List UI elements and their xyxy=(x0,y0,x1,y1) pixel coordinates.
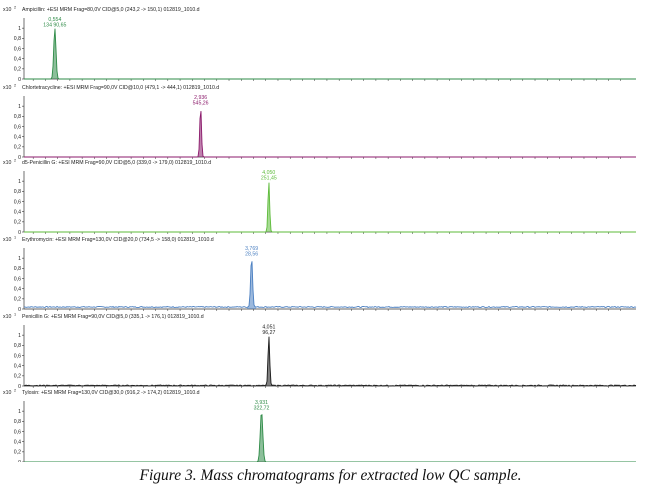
y-tick-label: 1 xyxy=(18,333,21,339)
y-tick-label: 0,2 xyxy=(14,220,21,226)
y-tick-label: 0,6 xyxy=(14,276,21,282)
chromatogram-trace xyxy=(23,261,637,308)
y-tick-label: 0,8 xyxy=(14,419,21,425)
y-scale-exponent: 2 xyxy=(14,389,16,393)
peak-rt-label: 4,050 xyxy=(262,170,275,176)
y-scale-exponent: 2 xyxy=(14,159,16,163)
peak-area-label: 545,26 xyxy=(193,101,209,107)
y-tick-label: 0 xyxy=(18,77,21,83)
panel-title: Ampicillin: +ESI MRM Frag=80,0V CID@5,0 … xyxy=(22,7,200,13)
peak-area xyxy=(196,111,205,157)
panel-title: d5-Penicillin G: +ESI MRM Frag=90,0V CID… xyxy=(22,160,211,166)
chromatogram-figure: x10 2 Ampicillin: +ESI MRM Frag=80,0V CID@… xyxy=(3,6,637,462)
chromatogram-trace xyxy=(24,28,636,80)
chromatogram-trace xyxy=(24,414,636,462)
y-tick-label: 1 xyxy=(18,179,21,185)
peak-area-label: 96,27 xyxy=(262,330,275,336)
peak-rt-label: 3,769 xyxy=(245,246,258,252)
y-tick-label: 0,6 xyxy=(14,353,21,359)
peak-area-label: 251,45 xyxy=(261,176,277,182)
chromatogram-panel-3: x10 2 d5-Penicillin G: +ESI MRM Frag=90,0V… xyxy=(3,159,636,236)
panel-title: Chlortetracycline: +ESI MRM Frag=90,0V C… xyxy=(22,85,219,91)
y-scale-exponent: 1 xyxy=(14,236,16,240)
y-tick-label: 0,2 xyxy=(14,297,21,303)
peak-area xyxy=(257,414,266,462)
peak-area-label: 28,56 xyxy=(245,252,258,258)
y-tick-label: 0,6 xyxy=(14,124,21,130)
y-tick-label: 1 xyxy=(18,26,21,32)
y-scale-label: x10 xyxy=(3,237,11,243)
panel-title: Erythromycin: +ESI MRM Frag=130,0V CID@2… xyxy=(22,237,214,243)
y-scale-exponent: 2 xyxy=(14,6,16,10)
y-tick-label: 0,2 xyxy=(14,145,21,151)
panel-title: Tylosin: +ESI MRM Frag=130,0V CID@30,0 (… xyxy=(22,390,200,396)
y-tick-label: 0,8 xyxy=(14,36,21,42)
y-scale-exponent: 2 xyxy=(14,84,16,88)
chromatogram-trace xyxy=(24,182,636,233)
y-tick-label: 0,2 xyxy=(14,450,21,456)
y-tick-label: 0,4 xyxy=(14,209,21,215)
chromatogram-panel-4: x10 1 Erythromycin: +ESI MRM Frag=130,0V C… xyxy=(3,236,637,313)
y-tick-label: 0 xyxy=(18,230,21,236)
peak-area xyxy=(264,182,273,232)
y-tick-label: 0,4 xyxy=(14,134,21,140)
y-scale-label: x10 xyxy=(3,390,11,396)
figure-caption: Figure 3. Mass chromatograms for extract… xyxy=(139,467,522,484)
panel-title: Penicillin G: +ESI MRM Frag=90,0V CID@5,… xyxy=(22,314,204,320)
chromatogram-trace xyxy=(23,336,637,387)
y-tick-label: 0,2 xyxy=(14,374,21,380)
y-tick-label: 0,8 xyxy=(14,189,21,195)
peak-area xyxy=(264,336,273,386)
peak-area-label: 134 90,65 xyxy=(43,23,66,29)
y-tick-label: 0,4 xyxy=(14,286,21,292)
y-tick-label: 0,6 xyxy=(14,199,21,205)
peak-area-label: 322,72 xyxy=(254,406,270,412)
y-tick-label: 0 xyxy=(18,307,21,313)
y-tick-label: 0,4 xyxy=(14,363,21,369)
y-scale-label: x10 xyxy=(3,160,11,166)
y-scale-label: x10 xyxy=(3,85,11,91)
y-scale-label: x10 xyxy=(3,314,11,320)
chromatogram-panel-1: x10 2 Ampicillin: +ESI MRM Frag=80,0V CID@… xyxy=(3,6,636,83)
peak-rt-label: 0,554 xyxy=(48,17,61,23)
y-tick-label: 0,8 xyxy=(14,266,21,272)
chromatogram-trace xyxy=(24,111,636,158)
y-tick-label: 0,2 xyxy=(14,67,21,73)
y-tick-label: 0,8 xyxy=(14,114,21,120)
y-tick-label: 0 xyxy=(18,384,21,390)
peak-area xyxy=(247,261,256,309)
peak-rt-label: 4,051 xyxy=(262,325,275,331)
chromatogram-panel-5: x10 1 Penicillin G: +ESI MRM Frag=90,0V CI… xyxy=(3,313,637,390)
chromatogram-panel-6: x10 2 Tylosin: +ESI MRM Frag=130,0V CID@30… xyxy=(3,389,636,462)
y-scale-label: x10 xyxy=(3,7,11,13)
y-tick-label: 0,4 xyxy=(14,56,21,62)
chromatogram-panel-2: x10 2 Chlortetracycline: +ESI MRM Frag=90,… xyxy=(3,84,636,161)
y-tick-label: 0,8 xyxy=(14,343,21,349)
peak-rt-label: 3,931 xyxy=(255,400,268,406)
y-tick-label: 0,6 xyxy=(14,46,21,52)
y-tick-label: 1 xyxy=(18,104,21,110)
y-tick-label: 0 xyxy=(18,155,21,161)
y-tick-label: 1 xyxy=(18,409,21,415)
y-tick-label: 1 xyxy=(18,256,21,262)
y-tick-label: 0,4 xyxy=(14,439,21,445)
y-tick-label: 0,6 xyxy=(14,429,21,435)
peak-rt-label: 2,936 xyxy=(194,95,207,101)
y-tick-label: 0 xyxy=(18,460,21,462)
y-scale-exponent: 1 xyxy=(14,313,16,317)
